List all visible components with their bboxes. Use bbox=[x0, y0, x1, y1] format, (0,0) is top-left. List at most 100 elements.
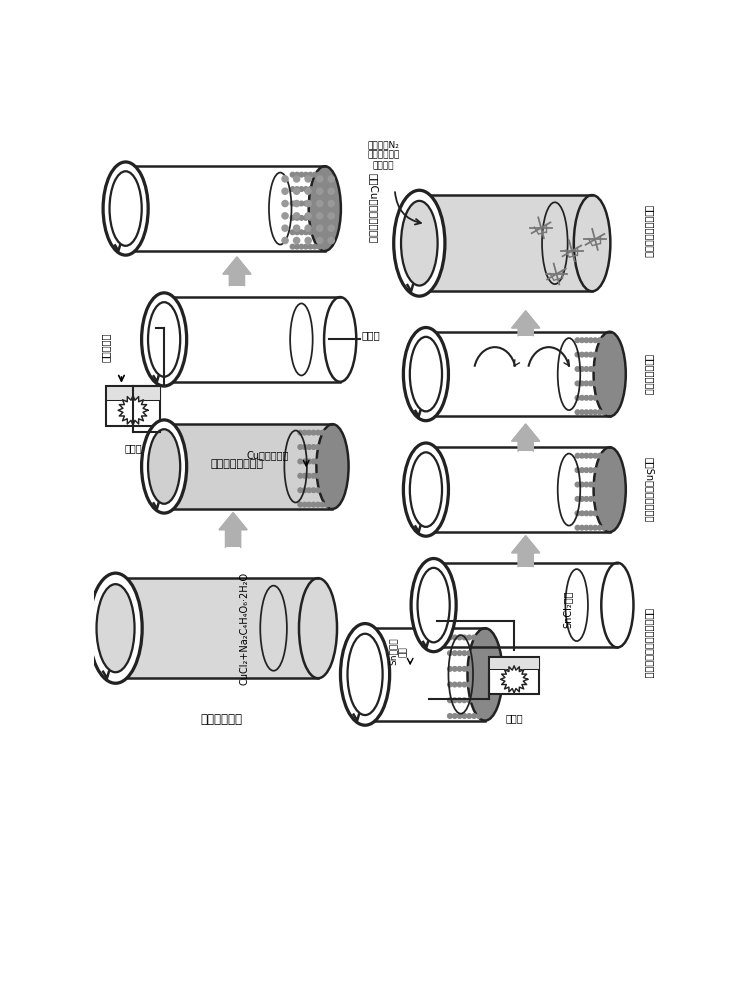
Ellipse shape bbox=[142, 420, 187, 513]
Circle shape bbox=[313, 201, 317, 206]
Ellipse shape bbox=[316, 424, 348, 509]
Circle shape bbox=[329, 502, 333, 507]
Circle shape bbox=[295, 230, 299, 235]
Ellipse shape bbox=[410, 452, 442, 527]
Circle shape bbox=[584, 497, 588, 501]
Polygon shape bbox=[501, 666, 528, 693]
Circle shape bbox=[597, 525, 602, 530]
Circle shape bbox=[290, 172, 295, 177]
Circle shape bbox=[320, 474, 325, 478]
Circle shape bbox=[476, 651, 481, 655]
Circle shape bbox=[304, 187, 308, 191]
Circle shape bbox=[593, 482, 597, 487]
Circle shape bbox=[290, 244, 295, 249]
Circle shape bbox=[298, 502, 302, 507]
Ellipse shape bbox=[96, 584, 135, 672]
Ellipse shape bbox=[403, 443, 448, 536]
Circle shape bbox=[579, 453, 584, 458]
Circle shape bbox=[606, 453, 611, 458]
Circle shape bbox=[597, 511, 602, 516]
Circle shape bbox=[293, 188, 299, 194]
Circle shape bbox=[293, 237, 299, 244]
Text: 还原剂流向: 还原剂流向 bbox=[101, 332, 110, 362]
Circle shape bbox=[329, 430, 333, 435]
Circle shape bbox=[308, 201, 313, 206]
Circle shape bbox=[290, 216, 295, 220]
Bar bbox=[518, 328, 534, 336]
Circle shape bbox=[467, 698, 471, 703]
Circle shape bbox=[316, 213, 323, 219]
Circle shape bbox=[308, 216, 313, 220]
Circle shape bbox=[290, 187, 295, 191]
Circle shape bbox=[317, 230, 322, 235]
Circle shape bbox=[299, 201, 304, 206]
Ellipse shape bbox=[411, 559, 456, 652]
Circle shape bbox=[295, 187, 299, 191]
Bar bbox=[373, 628, 485, 721]
Ellipse shape bbox=[148, 302, 180, 377]
Circle shape bbox=[305, 200, 311, 207]
Circle shape bbox=[588, 381, 593, 386]
Circle shape bbox=[311, 474, 316, 478]
Circle shape bbox=[453, 667, 457, 671]
Circle shape bbox=[579, 482, 584, 487]
Circle shape bbox=[305, 237, 311, 244]
Circle shape bbox=[606, 367, 611, 371]
Circle shape bbox=[448, 698, 452, 703]
Circle shape bbox=[593, 453, 597, 458]
Text: 直接二次还原微纳米锡颗粒: 直接二次还原微纳米锡颗粒 bbox=[644, 608, 654, 679]
Circle shape bbox=[302, 474, 307, 478]
Circle shape bbox=[448, 714, 452, 718]
Circle shape bbox=[313, 244, 317, 249]
Circle shape bbox=[462, 714, 467, 718]
Circle shape bbox=[602, 367, 606, 371]
Circle shape bbox=[588, 497, 593, 501]
Circle shape bbox=[282, 213, 288, 219]
Circle shape bbox=[307, 430, 311, 435]
Circle shape bbox=[597, 453, 602, 458]
Circle shape bbox=[322, 187, 326, 191]
Circle shape bbox=[597, 338, 602, 343]
Circle shape bbox=[472, 651, 476, 655]
Circle shape bbox=[307, 459, 311, 464]
Circle shape bbox=[320, 459, 325, 464]
Circle shape bbox=[295, 244, 299, 249]
Circle shape bbox=[282, 225, 288, 231]
Polygon shape bbox=[219, 513, 247, 530]
Ellipse shape bbox=[309, 166, 341, 251]
Circle shape bbox=[482, 635, 486, 640]
Circle shape bbox=[467, 682, 471, 687]
Circle shape bbox=[462, 667, 467, 671]
Circle shape bbox=[467, 635, 471, 640]
Circle shape bbox=[579, 511, 584, 516]
Circle shape bbox=[313, 172, 317, 177]
Bar bbox=[106, 386, 160, 426]
Circle shape bbox=[579, 352, 584, 357]
Circle shape bbox=[584, 468, 588, 472]
Circle shape bbox=[476, 667, 481, 671]
Circle shape bbox=[575, 468, 579, 472]
Circle shape bbox=[293, 225, 299, 231]
Circle shape bbox=[579, 497, 584, 501]
Text: 还原剂: 还原剂 bbox=[362, 331, 380, 341]
Circle shape bbox=[322, 201, 326, 206]
Circle shape bbox=[476, 698, 481, 703]
Text: 配置锐盐溶液: 配置锐盐溶液 bbox=[201, 713, 242, 726]
Circle shape bbox=[467, 667, 471, 671]
Ellipse shape bbox=[103, 162, 148, 255]
Bar bbox=[434, 447, 610, 532]
Circle shape bbox=[299, 216, 304, 220]
Ellipse shape bbox=[403, 328, 448, 421]
Circle shape bbox=[308, 230, 313, 235]
Ellipse shape bbox=[574, 195, 611, 291]
Ellipse shape bbox=[348, 634, 382, 715]
Circle shape bbox=[476, 682, 481, 687]
Circle shape bbox=[462, 635, 467, 640]
Circle shape bbox=[602, 453, 606, 458]
Circle shape bbox=[579, 468, 584, 472]
Circle shape bbox=[588, 367, 593, 371]
Circle shape bbox=[329, 488, 333, 493]
Circle shape bbox=[606, 352, 611, 357]
Text: Cu微纳米颗粒: Cu微纳米颗粒 bbox=[247, 450, 289, 460]
Ellipse shape bbox=[468, 628, 502, 721]
